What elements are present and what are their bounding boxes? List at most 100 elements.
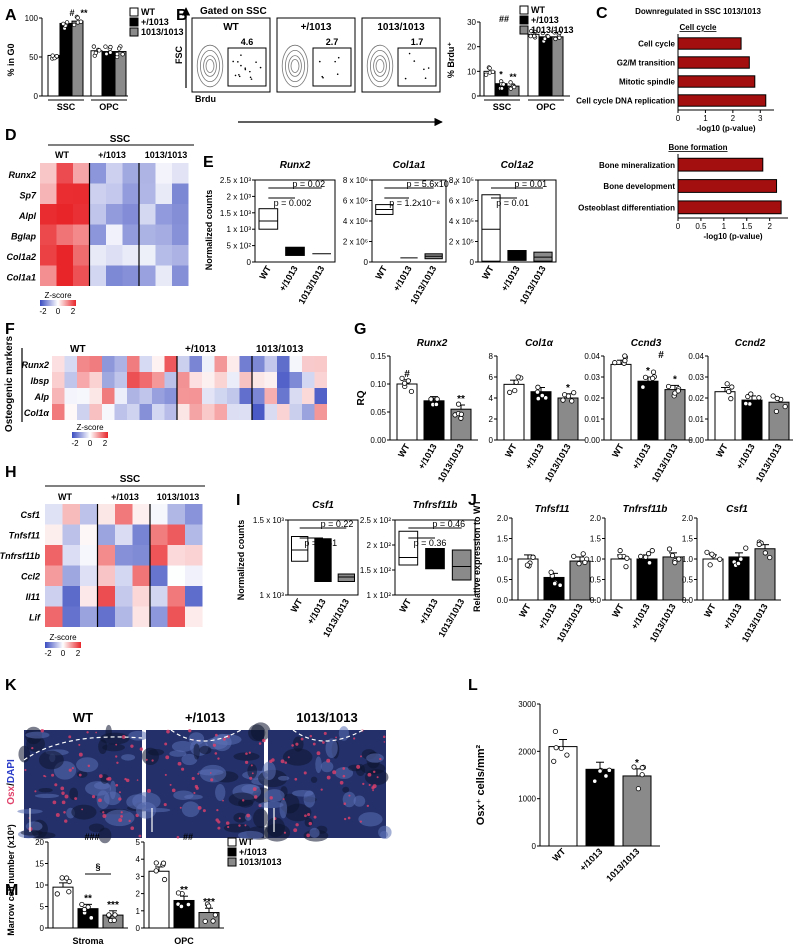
panel-h-heatmap-cell [97, 606, 115, 627]
panel-h-heatmap-cell [45, 524, 63, 545]
osx-signal [303, 771, 307, 775]
osx-signal [309, 734, 313, 738]
panel-a-point [97, 48, 102, 53]
osx-signal [308, 821, 313, 826]
panel-e-col1a2-box [481, 194, 501, 262]
flow-event [404, 77, 407, 80]
osx-signal [166, 729, 170, 734]
panel-c-cell-cycle-x-tick-label: 0 [676, 114, 681, 123]
panel-g-0-significance: ** [457, 394, 465, 405]
panel-h-gene-label: Il11 [26, 592, 40, 602]
panel-i-csf1-pvalue-1: p = 0.22 [321, 519, 354, 529]
osx-signal [40, 728, 45, 733]
panel-h-zscale-tick: 2 [76, 649, 81, 658]
panel-i-tnfrsf11b-x-label: 1013/1013 [436, 597, 466, 639]
panel-g-3-point [726, 388, 732, 395]
panel-g-0: # WT +/1013 ** 1013/1013 [390, 369, 478, 484]
micrograph-texture [233, 752, 260, 761]
panel-f-heatmap-cell [52, 388, 65, 404]
panel-j-2-point [707, 562, 713, 568]
panel-k-label: WT [73, 710, 93, 725]
panel-f-heatmap-cell [202, 372, 215, 388]
panel-a-bar [71, 20, 84, 97]
osx-signal [225, 821, 230, 825]
panel-m-opc-significance: *** [203, 897, 215, 908]
panel-h-heatmap-cell [115, 565, 133, 586]
panel-i-y-label: Normalized counts [236, 520, 246, 601]
panel-d-heatmap-cell [122, 245, 139, 266]
osx-signal [244, 760, 249, 764]
panel-d-heatmap-cell [40, 183, 57, 204]
panel-f-heatmap-cell [114, 356, 127, 372]
panel-d-zscale-bar [40, 300, 76, 306]
panel-h-heatmap-cell [115, 524, 133, 545]
osx-signal [238, 817, 241, 820]
panel-g-2: WT * +/1013 * 1013/1013 [604, 353, 692, 484]
osx-signal [78, 752, 83, 757]
panel-d-heatmap-cell [139, 245, 156, 266]
panel-l-x-label: 1013/1013 [604, 846, 641, 883]
osx-signal [294, 777, 298, 781]
osx-signal [372, 784, 377, 789]
panel-j-1-point [646, 560, 653, 566]
panel-k-label: +/1013 [185, 710, 225, 725]
panel-b-point [490, 69, 496, 75]
panel-d-heatmap-cell [139, 204, 156, 225]
panel-c-cell-cycle-bar [677, 94, 767, 107]
panel-j-2-point [756, 541, 762, 548]
micrograph-texture [34, 793, 60, 799]
osx-signal [295, 742, 299, 746]
panel-m-stroma-point [88, 915, 94, 921]
panel-b-point [540, 30, 545, 36]
osx-signal [115, 755, 118, 758]
flow-gate [227, 47, 267, 87]
panel-g-y-label: RQ [356, 390, 367, 405]
osx-signal [68, 735, 72, 739]
panel-c-cell-cycle-x-tick-label: 3 [758, 114, 763, 123]
panel-e-runx2: Runx2 2.5 x 10³ 2 x 10³ 1.5 x 10³ 1 x 10³ 5 x… [220, 160, 336, 306]
panel-m-opc-point [178, 903, 185, 909]
panel-h-heatmap-cell [167, 524, 185, 545]
panel-a-group-label: SSC [57, 102, 76, 112]
panel-g-1-x-label: WT [503, 442, 519, 460]
panel-j-2-y-tick-label: 1.5 [682, 535, 694, 544]
osx-signal [332, 770, 337, 775]
panel-f-genotype: WT [70, 344, 86, 355]
osx-signal [313, 815, 317, 819]
contour-ring [375, 59, 385, 73]
osx-signal [353, 737, 356, 740]
panel-g-1-y-tick-label: 4 [489, 394, 494, 403]
flow-event [337, 56, 340, 59]
contour-ring [373, 55, 387, 77]
panel-f-heatmap-cell [89, 356, 102, 372]
panel-f-genotype: 1013/1013 [256, 344, 304, 355]
flow-event [244, 68, 247, 71]
panel-j-1-point [617, 548, 623, 554]
micrograph-texture [228, 792, 256, 807]
panel-j-2-y-tick-label: 0.0 [682, 596, 694, 605]
panel-letter-c: C [596, 5, 608, 22]
panel-h-heatmap-cell [80, 606, 98, 627]
osx-signal [242, 799, 245, 802]
osx-signal [359, 820, 362, 823]
panel-d-gene-label: Col1a2 [6, 252, 36, 262]
panel-b-point [487, 66, 492, 71]
panel-a-point [93, 50, 99, 56]
panel-a-point [75, 15, 80, 20]
panel-e-col1a2-x-label: WT [480, 264, 496, 282]
panel-l-point [606, 767, 612, 773]
osx-signal [118, 818, 123, 823]
panel-m-opc-point [185, 901, 192, 908]
panel-g-1-point [515, 374, 521, 380]
osx-signal [342, 774, 346, 778]
panel-i-tnfrsf11b-y-tick-label: 2 x 10² [367, 541, 392, 550]
panel-g-0-point [408, 388, 415, 395]
panel-f-heatmap-cell [214, 404, 227, 420]
panel-j-1-y-tick-label: 1.5 [590, 535, 602, 544]
flow-event [334, 60, 336, 63]
panel-e-col1a1-pvalue-2: p = 1.2x10⁻⁸ [389, 198, 440, 208]
panel-g-2-point [640, 384, 646, 390]
panel-h-heatmap-cell [115, 586, 133, 607]
panel-c-cell-cycle-x-tick-label: 1 [703, 114, 708, 123]
panel-g-0-y-tick-label: 0.15 [370, 352, 386, 361]
